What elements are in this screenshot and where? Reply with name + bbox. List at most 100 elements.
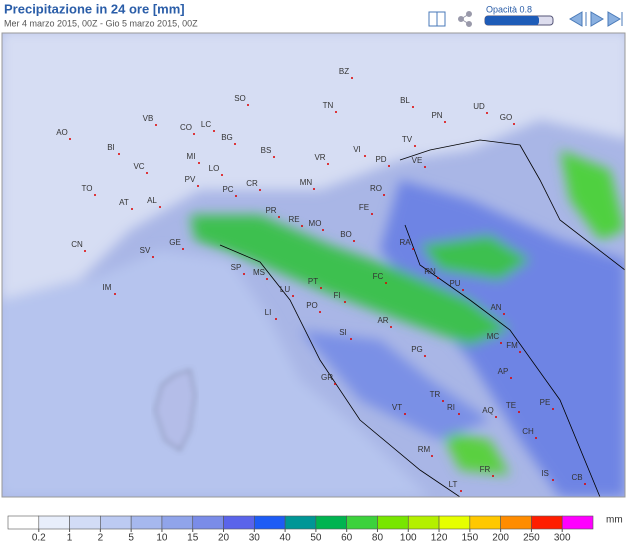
legend-swatch <box>161 515 194 530</box>
city-label: LC <box>201 120 211 129</box>
city-dot <box>552 479 554 481</box>
legend-tick-label: 200 <box>492 533 509 544</box>
city-label: PE <box>540 398 551 407</box>
city-label: BO <box>340 230 352 239</box>
city-dot <box>234 143 236 145</box>
city-label: UD <box>473 102 485 111</box>
city-label: BL <box>400 96 410 105</box>
city-label: FR <box>480 465 491 474</box>
city-label: SP <box>231 263 242 272</box>
city-dot <box>460 490 462 492</box>
city-label: RO <box>370 184 382 193</box>
city-label: SI <box>339 328 347 337</box>
city-label: LI <box>265 308 272 317</box>
city-label: FM <box>506 341 518 350</box>
city-dot <box>266 278 268 280</box>
share-icon[interactable] <box>458 11 472 27</box>
city-label: PO <box>306 301 318 310</box>
legend-swatch <box>254 515 286 530</box>
legend-swatch <box>315 515 347 530</box>
city-dot <box>431 455 433 457</box>
city-dot <box>442 400 444 402</box>
city-dot <box>320 287 322 289</box>
city-dot <box>146 172 148 174</box>
city-label: BZ <box>339 67 349 76</box>
legend-tick-label: 20 <box>218 533 230 544</box>
city-dot <box>313 188 315 190</box>
city-dot <box>213 130 215 132</box>
legend-swatch <box>130 515 163 530</box>
legend-swatch <box>407 515 440 530</box>
city-label: FC <box>373 272 384 281</box>
city-dot <box>584 483 586 485</box>
legend-swatch <box>346 515 378 530</box>
city-dot <box>444 121 446 123</box>
city-dot <box>118 153 120 155</box>
city-dot <box>510 377 512 379</box>
opacity-label: Opacità 0.8 <box>486 4 532 14</box>
city-label: RI <box>447 403 455 412</box>
city-dot <box>414 145 416 147</box>
legend-tick-label: 0.2 <box>32 533 46 544</box>
city-label: PU <box>449 279 460 288</box>
legend-swatch <box>438 515 471 530</box>
legend-tick-label: 150 <box>461 533 478 544</box>
city-dot <box>197 185 199 187</box>
city-dot <box>155 124 157 126</box>
city-label: BS <box>261 146 272 155</box>
city-dot <box>424 166 426 168</box>
play-button[interactable] <box>590 11 604 27</box>
city-label: GO <box>500 113 512 122</box>
city-dot <box>351 77 353 79</box>
legend-swatch <box>7 515 40 530</box>
legend-tick-label: 10 <box>156 533 168 544</box>
city-label: AO <box>56 128 68 137</box>
city-dot <box>335 111 337 113</box>
city-dot <box>462 289 464 291</box>
city-dot <box>344 301 346 303</box>
legend-tick-label: 60 <box>341 533 353 544</box>
city-dot <box>275 318 277 320</box>
city-dot <box>513 123 515 125</box>
city-label: RN <box>424 267 436 276</box>
legend-tick-label: 100 <box>400 533 417 544</box>
city-label: CB <box>571 473 582 482</box>
legend-swatch <box>100 515 132 530</box>
city-dot <box>301 225 303 227</box>
legend-swatch <box>192 515 224 530</box>
city-dot <box>353 240 355 242</box>
city-dot <box>198 162 200 164</box>
city-label: AT <box>119 198 129 207</box>
city-label: AR <box>377 316 388 325</box>
city-label: PN <box>431 111 442 120</box>
city-label: VI <box>353 145 361 154</box>
city-dot <box>458 413 460 415</box>
city-label: VT <box>392 403 402 412</box>
city-label: CR <box>246 179 258 188</box>
city-dot <box>131 208 133 210</box>
city-label: PG <box>411 345 423 354</box>
next-button[interactable] <box>607 11 623 27</box>
map: BZ SO TN BL UD PN GO VB CO LC AO BG TV BI BS MI VR VI PD VE… <box>2 33 625 497</box>
city-label: PT <box>308 277 318 286</box>
city-label: MS <box>253 268 265 277</box>
city-label: MI <box>187 152 196 161</box>
legend: 0.2 1 2 5 10 15 20 30 40 50 60 80 100 120 150 200 250 300 <box>7 515 594 544</box>
city-label: TV <box>402 135 413 144</box>
city-label: LT <box>449 480 458 489</box>
prev-button[interactable] <box>569 11 587 27</box>
legend-unit: mm <box>606 515 623 526</box>
city-label: BI <box>107 143 115 152</box>
legend-tick-label: 120 <box>431 533 448 544</box>
legend-tick-label: 1 <box>67 533 73 544</box>
city-dot <box>350 338 352 340</box>
title: Precipitazione in 24 ore [mm] <box>4 1 185 16</box>
city-label: VB <box>143 114 154 123</box>
city-dot <box>503 313 505 315</box>
city-dot <box>114 293 116 295</box>
city-dot <box>334 383 336 385</box>
city-label: FE <box>359 203 369 212</box>
city-label: IM <box>103 283 112 292</box>
city-dot <box>486 112 488 114</box>
